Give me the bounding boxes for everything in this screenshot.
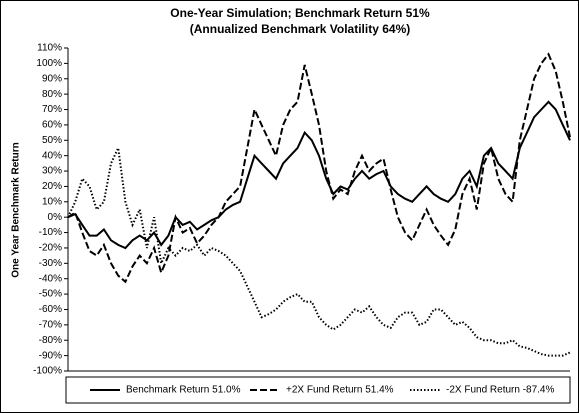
y-tick-label: 110% <box>37 43 62 54</box>
y-tick-label: -10% <box>39 227 62 238</box>
legend-label: Benchmark Return 51.0% <box>126 385 241 396</box>
y-tick-label: -90% <box>39 350 62 361</box>
series-line <box>67 100 571 250</box>
y-tick-label: -80% <box>39 335 62 346</box>
y-tick-label: 90% <box>42 73 62 84</box>
y-tick-label: -50% <box>39 289 62 300</box>
y-tick-label: 0% <box>48 212 63 223</box>
y-tick-label: 60% <box>42 120 62 131</box>
y-tick-label: 30% <box>42 166 62 177</box>
y-tick-label: -20% <box>39 243 62 254</box>
y-tick-label: 50% <box>42 135 62 146</box>
y-tick-label: 20% <box>42 181 62 192</box>
y-tick-label: 80% <box>42 89 62 100</box>
y-tick-label: 70% <box>42 104 62 115</box>
legend-label: -2X Fund Return -87.4% <box>446 385 554 396</box>
y-tick-label: -100% <box>33 366 62 377</box>
chart-subtitle: (Annualized Benchmark Volatility 64%) <box>190 22 411 36</box>
y-tick-label: 40% <box>42 150 62 161</box>
y-tick-label: -30% <box>39 258 62 269</box>
chart-title: One-Year Simulation; Benchmark Return 51… <box>170 6 430 20</box>
legend-box <box>65 376 571 404</box>
y-tick-label: -70% <box>39 319 62 330</box>
y-tick-label: 100% <box>36 58 62 69</box>
y-tick-label: 10% <box>42 196 62 207</box>
legend-label: +2X Fund Return 51.4% <box>286 385 394 396</box>
series-line <box>67 144 571 357</box>
y-tick-label: -60% <box>39 304 62 315</box>
series-line <box>67 52 571 284</box>
y-tick-label: -40% <box>39 273 62 284</box>
y-axis-label: One Year Benchmark Return <box>11 142 22 277</box>
